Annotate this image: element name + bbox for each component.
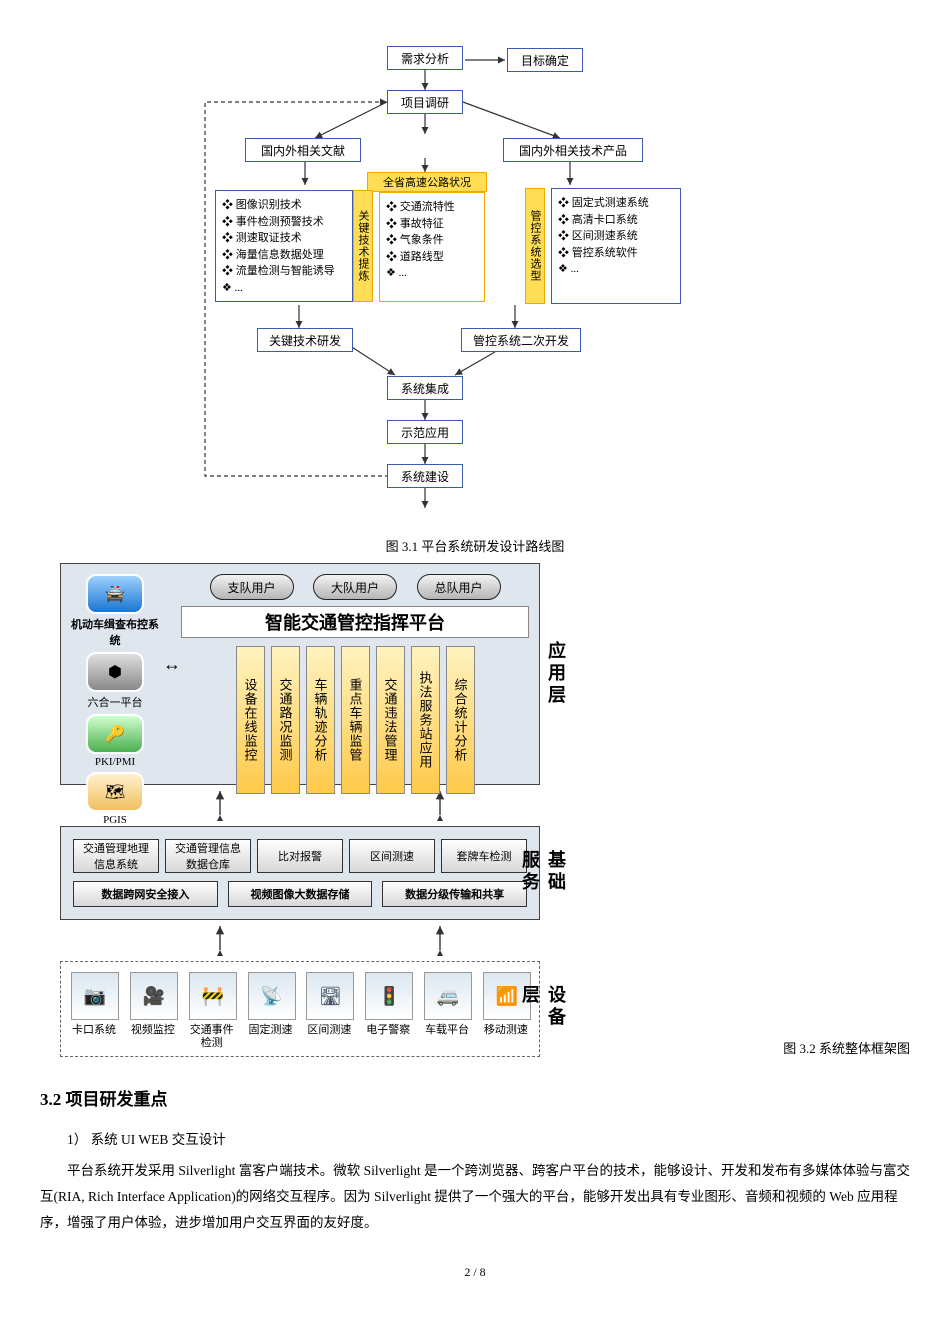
srv-fake-plate: 套牌车检测 [441, 839, 527, 873]
user-row: 支队用户 大队用户 总队用户 [181, 574, 529, 600]
col-2: 车辆轨迹分析 [306, 646, 335, 794]
col-0: 设备在线监控 [236, 646, 265, 794]
dev-1: 🎥视频监控 [130, 972, 176, 1050]
label-vehicle-sys: 机动车缉查布控系统 [71, 616, 159, 648]
node-literature: 国内外相关文献 [245, 138, 361, 162]
base-layer-label: 基础服务 [517, 850, 569, 896]
icon-pki: 🔑 [86, 714, 144, 754]
icon-vehicle-sys: 🚔 [86, 574, 144, 614]
dev-3: 📡固定测速 [248, 972, 294, 1050]
dev-4: 🛣区间测速 [306, 972, 352, 1050]
mid-list: 交通流特性 事故特征 气象条件 道路线型 ... [379, 192, 485, 302]
col-6: 综合统计分析 [446, 646, 475, 794]
label-pki: PKI/PMI [71, 756, 159, 768]
base-row-2: 数据跨网安全接入 视频图像大数据存储 数据分级传输和共享 [73, 881, 527, 907]
col-3: 重点车辆监管 [341, 646, 370, 794]
col-1: 交通路况监测 [271, 646, 300, 794]
app-layer-label: 应用层 [543, 641, 569, 707]
side-key-tech: 关键技术提炼 [353, 190, 373, 302]
srv-data-wh: 交通管理信息数据仓库 [165, 839, 251, 873]
node-key-rd: 关键技术研发 [257, 328, 353, 352]
node-demo: 示范应用 [387, 420, 463, 444]
base-row-1: 交通管理地理信息系统 交通管理信息数据仓库 比对报警 区间测速 套牌车检测 [73, 839, 527, 873]
left-external-stack: 🚔 机动车缉查布控系统 ⬢ 六合一平台 🔑 PKI/PMI 🗺 PGIS [71, 574, 159, 826]
figure-3-2: 应用层 🚔 机动车缉查布控系统 ⬢ 六合一平台 🔑 PKI/PMI 🗺 PGIS… [60, 563, 540, 1057]
label-pgis: PGIS [71, 814, 159, 826]
device-layer-panel: 设备层 📷卡口系统 🎥视频监控 🚧交通事件检测 📡固定测速 🛣区间测速 🚦电子警… [60, 961, 540, 1057]
paragraph-silverlight: 平台系统开发采用 Silverlight 富客户端技术。微软 Silverlig… [40, 1158, 910, 1235]
app-layer-panel: 应用层 🚔 机动车缉查布控系统 ⬢ 六合一平台 🔑 PKI/PMI 🗺 PGIS… [60, 563, 540, 785]
icon-six: ⬢ [86, 652, 144, 692]
dev-0: 📷卡口系统 [71, 972, 117, 1050]
dev-6: 🚐车载平台 [424, 972, 470, 1050]
srv-gis: 交通管理地理信息系统 [73, 839, 159, 873]
list-item-1: 1） 系统 UI WEB 交互设计 [67, 1128, 910, 1148]
col-4: 交通违法管理 [376, 646, 405, 794]
srv-interval: 区间测速 [349, 839, 435, 873]
icon-pgis: 🗺 [86, 772, 144, 812]
user-zhidui: 支队用户 [210, 574, 294, 600]
base-layer-panel: 基础服务 交通管理地理信息系统 交通管理信息数据仓库 比对报警 区间测速 套牌车… [60, 826, 540, 920]
section-heading: 3.2 项目研发重点 [40, 1085, 910, 1110]
node-build: 系统建设 [387, 464, 463, 488]
srv-video-store: 视频图像大数据存储 [228, 881, 373, 907]
node-2nd-dev: 管控系统二次开发 [461, 328, 581, 352]
page-footer: 2 / 8 [40, 1265, 910, 1280]
srv-match-alarm: 比对报警 [257, 839, 343, 873]
user-zongdui: 总队用户 [417, 574, 501, 600]
dev-5: 🚦电子警察 [365, 972, 411, 1050]
node-highway-status: 全省高速公路状况 [367, 172, 487, 192]
left-list: 图像识别技术 事件检测预警技术 测速取证技术 海量信息数据处理 流量检测与智能诱… [215, 190, 353, 302]
user-dadui: 大队用户 [313, 574, 397, 600]
figure-3-1: 需求分析 目标确定 项目调研 国内外相关文献 国内外相关技术产品 全省高速公路状… [165, 30, 785, 530]
node-integration: 系统集成 [387, 376, 463, 400]
node-req-analysis: 需求分析 [387, 46, 463, 70]
label-six: 六合一平台 [71, 694, 159, 710]
side-sys-select: 管控系统选型 [525, 188, 545, 304]
fig31-caption: 图 3.1 平台系统研发设计路线图 [40, 536, 910, 555]
col-5: 执法服务站应用 [411, 646, 440, 794]
platform-title: 智能交通管控指挥平台 [181, 606, 529, 638]
srv-cross-net: 数据跨网安全接入 [73, 881, 218, 907]
node-survey: 项目调研 [387, 90, 463, 114]
right-list: 固定式测速系统 高清卡口系统 区间测速系统 管控系统软件 ... [551, 188, 681, 304]
bidir-arrow: ↔ [163, 654, 181, 675]
fig32-caption: 图 3.2 系统整体框架图 [783, 1038, 910, 1057]
node-tech-products: 国内外相关技术产品 [503, 138, 643, 162]
dev-2: 🚧交通事件检测 [189, 972, 235, 1050]
layer-connector-2 [60, 920, 540, 956]
function-columns: 设备在线监控 交通路况监测 车辆轨迹分析 重点车辆监管 交通违法管理 执法服务站… [181, 646, 529, 794]
device-layer-label: 设备层 [517, 986, 569, 1033]
srv-data-share: 数据分级传输和共享 [382, 881, 527, 907]
device-row: 📷卡口系统 🎥视频监控 🚧交通事件检测 📡固定测速 🛣区间测速 🚦电子警察 🚐车… [71, 972, 529, 1050]
node-goal: 目标确定 [507, 48, 583, 72]
